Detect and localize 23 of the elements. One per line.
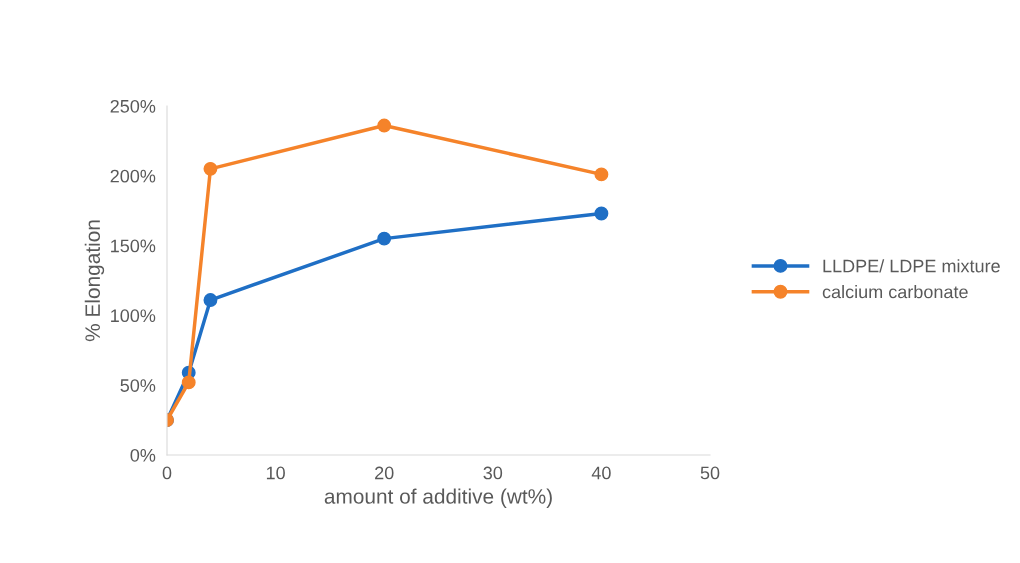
y-tick-label: 0% <box>130 448 156 462</box>
x-axis-title: amount of additive (wt%) <box>324 488 552 508</box>
point <box>594 167 609 182</box>
y-tick-label: 100% <box>111 309 156 323</box>
point <box>594 206 609 221</box>
x-tick-label: 0 <box>162 466 172 480</box>
legend-label: LLDPE/ LDPE mixture <box>823 259 1000 273</box>
x-tick-label: 40 <box>591 466 611 480</box>
y-tick-label: 200% <box>110 169 156 183</box>
point <box>203 161 218 176</box>
y-axis-title: % Elongation <box>84 220 105 342</box>
legend-label: calcium carbonate <box>822 285 968 299</box>
point <box>377 118 392 133</box>
x-tick-label: 20 <box>375 466 394 480</box>
x-tick-label: 10 <box>266 466 285 480</box>
point <box>377 231 392 246</box>
x-tick-label: 30 <box>483 466 503 480</box>
point <box>203 293 218 307</box>
y-tick-label: 150% <box>111 239 156 253</box>
y-tick-label: 250% <box>110 99 156 113</box>
point <box>181 375 196 390</box>
x-tick-label: 50 <box>700 466 720 480</box>
y-tick-label: 50% <box>120 379 156 392</box>
